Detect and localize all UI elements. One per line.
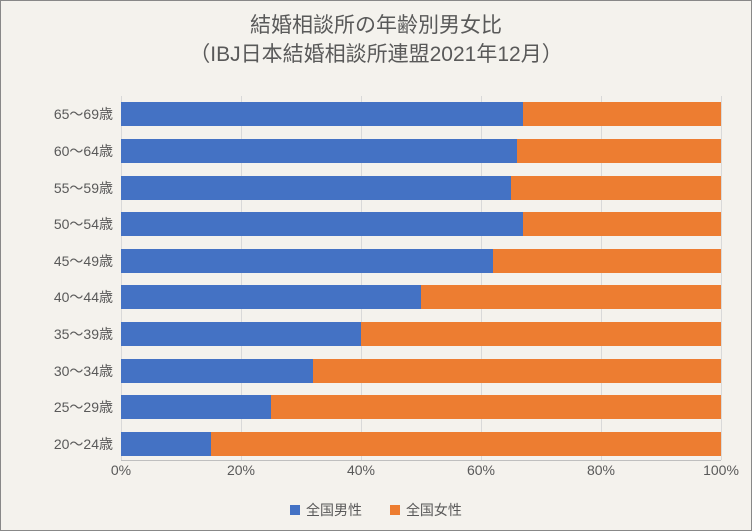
bar-segment-male bbox=[121, 212, 523, 236]
x-tick-label: 0% bbox=[111, 462, 131, 478]
title-line-2: （IBJ日本結婚相談所連盟2021年12月） bbox=[21, 40, 731, 69]
bar-segment-male bbox=[121, 249, 493, 273]
y-axis-label: 30～34歳 bbox=[54, 359, 113, 383]
bar-segment-male bbox=[121, 102, 523, 126]
bar-row: 45～49歳 bbox=[121, 249, 721, 273]
plot-area: 65～69歳 60～64歳 55～59歳 50～54歳 45～49歳 40～44歳 35～3… bbox=[121, 96, 721, 460]
y-axis-label: 40～44歳 bbox=[54, 285, 113, 309]
x-tick-label: 100% bbox=[703, 462, 739, 478]
bar-segment-female bbox=[493, 249, 721, 273]
bar-row: 55～59歳 bbox=[121, 176, 721, 200]
bar-segment-male bbox=[121, 285, 421, 309]
bar-segment-female bbox=[511, 176, 721, 200]
bar-segment-male bbox=[121, 139, 517, 163]
bar-segment-female bbox=[523, 212, 721, 236]
y-axis-label: 60～64歳 bbox=[54, 139, 113, 163]
chart-container: 結婚相談所の年齢別男女比 （IBJ日本結婚相談所連盟2021年12月） 65～6… bbox=[0, 0, 752, 531]
bar-segment-female bbox=[517, 139, 721, 163]
legend: 全国男性 全国女性 bbox=[1, 500, 751, 520]
bar-segment-male bbox=[121, 395, 271, 419]
y-axis-label: 45～49歳 bbox=[54, 249, 113, 273]
y-axis-label: 50～54歳 bbox=[54, 212, 113, 236]
x-tick-label: 20% bbox=[227, 462, 255, 478]
bar-segment-female bbox=[421, 285, 721, 309]
legend-label-female: 全国女性 bbox=[406, 500, 462, 520]
bar-row: 35～39歳 bbox=[121, 322, 721, 346]
bar-row: 20～24歳 bbox=[121, 432, 721, 456]
bar-segment-female bbox=[271, 395, 721, 419]
y-axis-label: 35～39歳 bbox=[54, 322, 113, 346]
bar-row: 50～54歳 bbox=[121, 212, 721, 236]
grid-line bbox=[721, 96, 722, 460]
x-tick-label: 60% bbox=[467, 462, 495, 478]
x-tick-label: 80% bbox=[587, 462, 615, 478]
title-line-1: 結婚相談所の年齢別男女比 bbox=[21, 11, 731, 40]
bar-row: 60～64歳 bbox=[121, 139, 721, 163]
bar-row: 25～29歳 bbox=[121, 395, 721, 419]
bar-segment-female bbox=[523, 102, 721, 126]
bar-segment-female bbox=[313, 359, 721, 383]
x-axis-line bbox=[121, 460, 721, 461]
x-tick-label: 40% bbox=[347, 462, 375, 478]
bar-row: 40～44歳 bbox=[121, 285, 721, 309]
bar-row: 30～34歳 bbox=[121, 359, 721, 383]
y-axis-label: 25～29歳 bbox=[54, 395, 113, 419]
bar-segment-male bbox=[121, 176, 511, 200]
bar-segment-male bbox=[121, 432, 211, 456]
bar-row: 65～69歳 bbox=[121, 102, 721, 126]
bar-segment-female bbox=[211, 432, 721, 456]
legend-swatch-female bbox=[390, 505, 400, 515]
legend-label-male: 全国男性 bbox=[306, 500, 362, 520]
y-axis-label: 55～59歳 bbox=[54, 176, 113, 200]
y-axis-label: 20～24歳 bbox=[54, 432, 113, 456]
x-axis: 0%20%40%60%80%100% bbox=[121, 462, 721, 482]
legend-item-male: 全国男性 bbox=[290, 500, 362, 520]
bar-segment-male bbox=[121, 359, 313, 383]
y-axis-label: 65～69歳 bbox=[54, 102, 113, 126]
bar-segment-female bbox=[361, 322, 721, 346]
legend-swatch-male bbox=[290, 505, 300, 515]
bar-segment-male bbox=[121, 322, 361, 346]
chart-title: 結婚相談所の年齢別男女比 （IBJ日本結婚相談所連盟2021年12月） bbox=[21, 11, 731, 70]
legend-item-female: 全国女性 bbox=[390, 500, 462, 520]
